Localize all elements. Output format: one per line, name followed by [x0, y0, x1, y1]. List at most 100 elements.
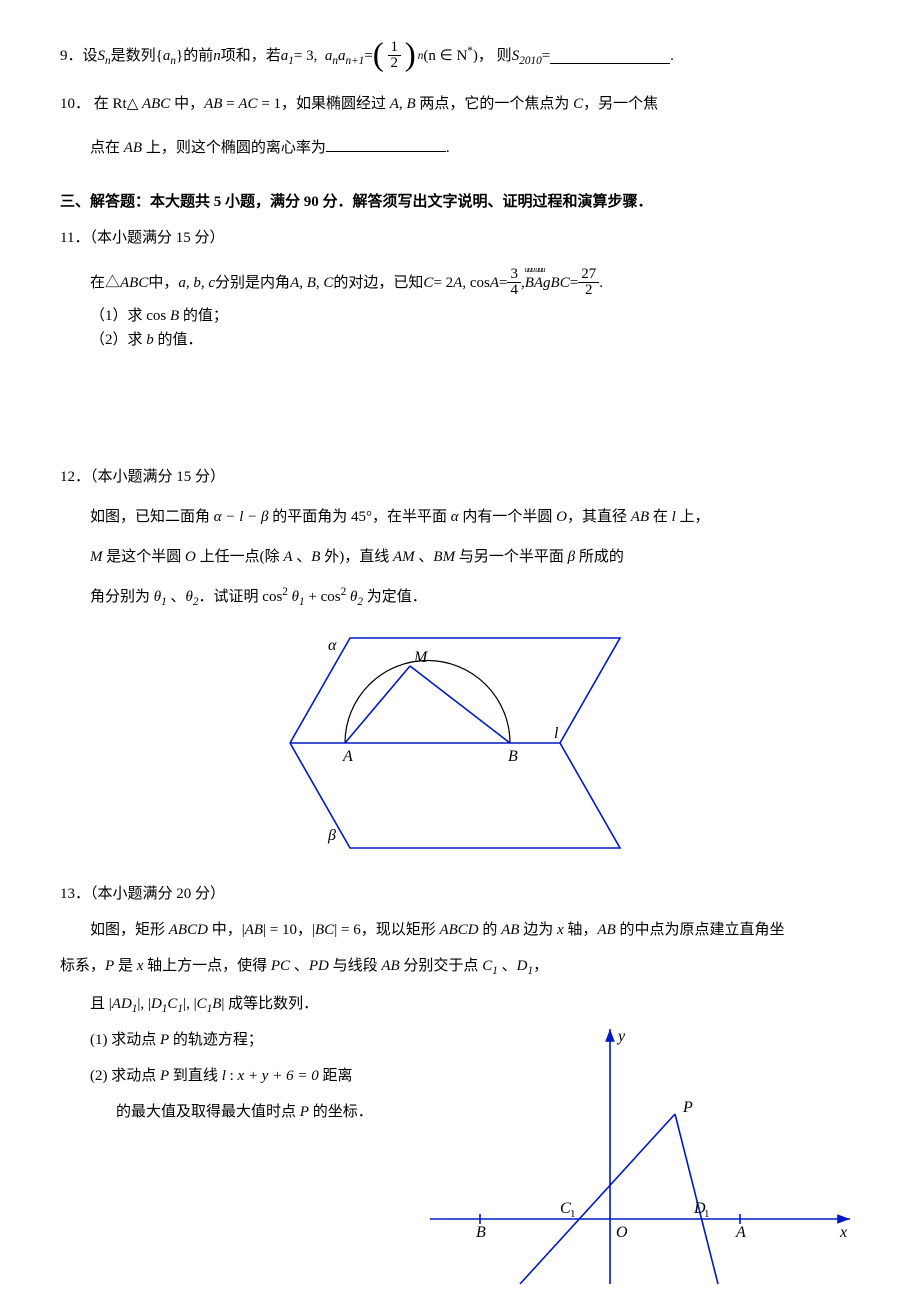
- q13-l3a: 且: [90, 996, 109, 1012]
- q12-AM: AM: [393, 549, 415, 565]
- q13-l2d: 、: [290, 958, 309, 974]
- q11-s1a: （1）求 cos: [90, 308, 170, 324]
- q13-s1b: 的轨迹方程；: [169, 1032, 263, 1048]
- svg-text:O: O: [616, 1224, 628, 1241]
- q12-M: M: [90, 549, 103, 565]
- q12-l1d: ，其直径: [567, 509, 631, 525]
- q9-pre: 设: [83, 41, 98, 71]
- q12-O2: O: [185, 549, 196, 565]
- q10-eq1: = 1，如果椭圆经过: [258, 96, 390, 112]
- q13-C1B: C1B: [197, 996, 222, 1012]
- q13-P: P: [105, 958, 114, 974]
- q10-l1a: 在 Rt△: [94, 96, 142, 112]
- q11-l1c: 分别是内角: [215, 268, 290, 298]
- q13-l2f: 分别交于点: [400, 958, 483, 974]
- q12-l1a: 如图，已知二面角: [90, 509, 214, 525]
- q11-eq1: =: [499, 268, 507, 298]
- question-11: 11．（本小题满分 15 分）: [60, 223, 860, 253]
- q9-inN: (n ∈ N*): [423, 41, 478, 71]
- q9-an1-sub: n+1: [345, 55, 364, 67]
- q12-l1e: 在: [649, 509, 672, 525]
- q9-text: 设 Sn 是数列 { an } 的前 n 项和，若 a1 = 3, anan+1…: [83, 40, 674, 71]
- q13-P2: P: [160, 1032, 169, 1048]
- q9-S2010-sub: 2010: [519, 55, 542, 67]
- svg-text:l: l: [554, 725, 559, 742]
- q13-line3: 且 |AD1|, |D1C1|, |C1B| 成等比数列．: [60, 989, 860, 1019]
- q9-eq: =: [364, 41, 372, 71]
- q11-l1d: 的对边，已知: [333, 268, 423, 298]
- q10-l1b: 中，: [170, 96, 204, 112]
- q10-C: C: [573, 96, 583, 112]
- q12-l2f: 、: [415, 549, 434, 565]
- q11-f2n: 27: [578, 267, 599, 283]
- q10-A: A: [390, 96, 399, 112]
- q12-t1b: θ1: [292, 589, 305, 605]
- q9-space: [317, 41, 325, 71]
- q13-l1g: 轴，: [564, 922, 598, 938]
- question-12: 12．（本小题满分 15 分）: [60, 462, 860, 492]
- q13-C1Ba: C: [197, 996, 207, 1012]
- q13-D1: D1: [517, 958, 533, 974]
- q10-l1d: ，另一个焦: [583, 96, 658, 112]
- q9-S2010: S2010: [512, 41, 542, 71]
- q12-t1: θ1: [154, 589, 167, 605]
- q9-frac-den: 2: [388, 56, 402, 71]
- q12-l1c: 内有一个半圆: [459, 509, 557, 525]
- q13-l1h: 的中点为原点建立直角坐: [616, 922, 785, 938]
- q10-AB2: AB: [124, 140, 142, 156]
- q13-svg: yxBOAPC1D1: [420, 1019, 860, 1289]
- q12-l1f: 上，: [676, 509, 710, 525]
- q12-line2: M 是这个半圆 O 上任一点(除 A 、B 外)，直线 AM 、BM 与另一个半…: [60, 542, 860, 572]
- q13-number: 13．: [60, 886, 90, 902]
- q12-l3a: 角分别为: [90, 589, 154, 605]
- q9-lparen: (: [373, 42, 384, 68]
- q13-s3a: 的最大值及取得最大值时点: [116, 1104, 300, 1120]
- q10-l1c: 两点，它的一个焦点为: [416, 96, 574, 112]
- q9-mid3: 项和，若: [221, 41, 281, 71]
- q13-l1e: 的: [479, 922, 502, 938]
- q13-AB3: AB: [597, 922, 615, 938]
- q11-BA-vec: uuu uuu BAgBC: [525, 268, 570, 298]
- q12-l3d: 为定值．: [363, 589, 427, 605]
- q12-O: O: [556, 509, 567, 525]
- q13-AD1a: AD: [112, 996, 132, 1012]
- q9-mid2: 的前: [183, 41, 213, 71]
- q13-P3: P: [160, 1068, 169, 1084]
- q13-lower-wrap: 且 |AD1|, |D1C1|, |C1B| 成等比数列． (1) 求动点 P …: [60, 989, 860, 1127]
- q10-B: B: [406, 96, 415, 112]
- q12-A: A: [283, 549, 292, 565]
- q13-PD: PD: [309, 958, 329, 974]
- question-10: 10． 在 Rt△ ABC 中，AB = AC = 1，如果椭圆经过 A, B …: [60, 89, 860, 119]
- q11-B: B: [170, 308, 179, 324]
- q12-l2e: 外)，直线: [320, 549, 393, 565]
- q11-ABC2: A, B, C: [290, 268, 333, 298]
- q9-anprod: anan+1: [325, 41, 364, 71]
- q12-t2: θ2: [186, 589, 199, 605]
- q12-t2b: θ2: [350, 589, 363, 605]
- q13-l2h: ，: [533, 958, 548, 974]
- q13-BC: BC: [315, 922, 334, 938]
- q13-P4: P: [300, 1104, 309, 1120]
- q11-frac2: 272: [578, 267, 599, 298]
- q13-line2: 标系，P 是 x 轴上方一点，使得 PC 、PD 与线段 AB 分别交于点 C1…: [60, 951, 860, 981]
- q12-AB: AB: [631, 509, 649, 525]
- q13-c1: ,: [140, 996, 148, 1012]
- q10-l2b: 上，则这个椭圆的离心率为: [142, 140, 326, 156]
- q12-l1b: 的平面角为 45°，在半平面: [269, 509, 451, 525]
- q12-points: （本小题满分 15 分）: [90, 469, 225, 485]
- q13-l2e: 与线段: [329, 958, 382, 974]
- q11-C: C: [423, 268, 433, 298]
- q13-c2: ,: [186, 996, 194, 1012]
- q13-line1: 如图，矩形 ABCD 中，|AB| = 10，|BC| = 6，现以矩形 ABC…: [60, 915, 860, 945]
- q11-A: A: [453, 268, 462, 298]
- q9-frac: 1 2: [388, 40, 402, 71]
- q9-number: 9．: [60, 41, 83, 71]
- q11-comma: , cos: [462, 268, 490, 298]
- q13-s1a: (1) 求动点: [90, 1032, 160, 1048]
- q11-period: .: [599, 268, 603, 298]
- q10-AC: AC: [238, 96, 257, 112]
- q13-l2b: 是: [114, 958, 137, 974]
- q13-l2c: 轴上方一点，使得: [143, 958, 271, 974]
- q12-diagram: αβMABl: [60, 628, 860, 869]
- q13-eqline: x + y + 6 = 0: [238, 1068, 319, 1084]
